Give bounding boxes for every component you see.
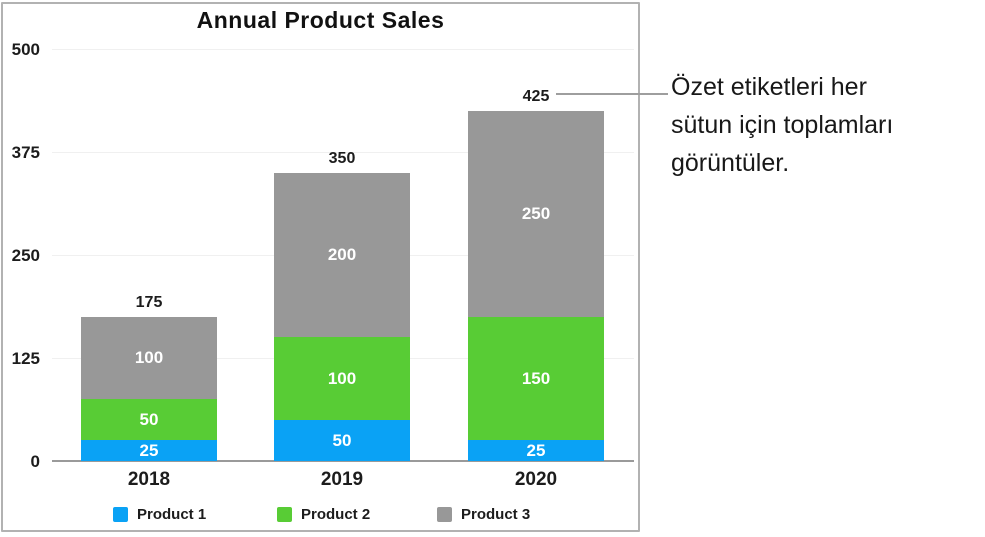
annotation-text: Özet etiketleri her sütun için toplamlar… xyxy=(671,73,894,177)
legend-label: Product 1 xyxy=(137,506,207,523)
bar-value-label: 25 xyxy=(139,441,159,461)
gridline-375 xyxy=(52,152,634,153)
bar-value-label: 100 xyxy=(134,348,164,368)
legend-swatch-icon xyxy=(437,507,452,522)
x-axis-label-2019: 2019 xyxy=(320,469,364,490)
gridline-500 xyxy=(52,49,634,50)
bar-value-label: 50 xyxy=(332,430,352,450)
bar-segment-2020-product-2[interactable]: 150 xyxy=(468,316,604,441)
total-label-2019: 350 xyxy=(328,149,356,167)
callout-line xyxy=(556,93,668,95)
bar-segment-2018-product-1[interactable]: 25 xyxy=(81,440,217,461)
bar-value-label: 200 xyxy=(327,245,357,265)
bar-value-label: 150 xyxy=(521,369,551,389)
bar-value-label: 25 xyxy=(526,441,546,461)
legend-item-product-3[interactable]: Product 3 xyxy=(437,506,530,523)
legend-label: Product 2 xyxy=(301,506,371,523)
bar-value-label: 250 xyxy=(521,204,551,224)
legend-swatch-icon xyxy=(277,507,292,522)
legend-swatch-icon xyxy=(113,507,128,522)
y-tick-label-375: 375 xyxy=(11,143,40,162)
chart-title: Annual Product Sales xyxy=(196,7,445,33)
gridline-0 xyxy=(52,460,634,462)
bar-segment-2020-product-1[interactable]: 25 xyxy=(468,440,604,461)
legend-label: Product 3 xyxy=(461,506,531,523)
y-tick-label-125: 125 xyxy=(11,349,40,368)
chart-frame[interactable] xyxy=(1,2,640,532)
y-tick-label-250: 250 xyxy=(11,246,40,265)
bar-segment-2018-product-2[interactable]: 50 xyxy=(81,399,217,441)
total-label-2020: 425 xyxy=(522,87,550,105)
legend-item-product-2[interactable]: Product 2 xyxy=(277,506,370,523)
bar-segment-2018-product-3[interactable]: 100 xyxy=(81,316,217,400)
bar-segment-2019-product-3[interactable]: 200 xyxy=(274,172,410,338)
y-tick-label-500: 500 xyxy=(11,40,40,59)
x-axis-label-2018: 2018 xyxy=(127,469,171,490)
bar-segment-2019-product-2[interactable]: 100 xyxy=(274,337,410,420)
total-label-2018: 175 xyxy=(135,293,163,311)
y-tick-label-0: 0 xyxy=(30,452,40,471)
legend-item-product-1[interactable]: Product 1 xyxy=(113,506,206,523)
bar-value-label: 100 xyxy=(327,369,357,389)
bar-segment-2019-product-1[interactable]: 50 xyxy=(274,419,410,461)
x-axis-label-2020: 2020 xyxy=(514,469,558,490)
bar-segment-2020-product-3[interactable]: 250 xyxy=(468,110,604,317)
bar-value-label: 50 xyxy=(139,410,159,430)
